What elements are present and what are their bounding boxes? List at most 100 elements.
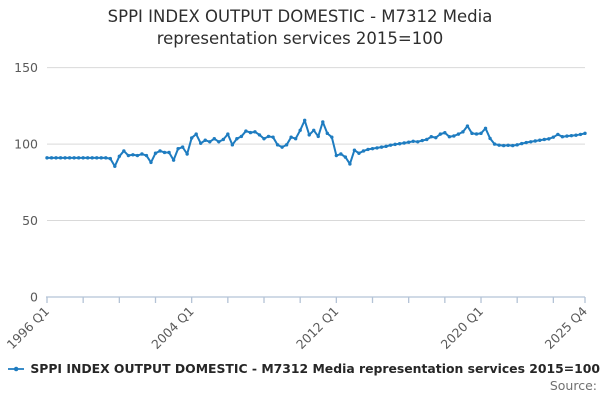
x-tick-label: 2004 Q1 [148, 304, 196, 352]
source-label: Source: [549, 378, 597, 393]
chart-title: SPPI INDEX OUTPUT DOMESTIC - M7312 Media… [0, 6, 600, 50]
data-point-marker [131, 153, 135, 157]
data-point-marker [375, 146, 379, 150]
data-point-marker [289, 135, 293, 139]
x-tick-label: 1996 Q1 [4, 304, 52, 352]
data-point-marker [488, 136, 492, 141]
data-point-marker [474, 132, 479, 136]
x-tick-label: 2020 Q1 [438, 304, 486, 352]
data-point-marker [370, 146, 375, 151]
chart-canvas: 0 50 100 150 1996 Q1 2004 Q1 2012 Q1 2020 Q1 202… [4, 60, 591, 352]
data-point-marker [384, 144, 388, 149]
data-point-marker [171, 158, 176, 162]
data-point-marker [122, 149, 126, 153]
data-point-marker [153, 151, 158, 155]
data-point-marker [212, 137, 216, 141]
data-point-marker [510, 143, 515, 148]
x-tick-label: 2012 Q1 [293, 304, 341, 352]
data-point-marker [280, 145, 284, 149]
data-point-marker [253, 130, 257, 134]
data-point-marker [388, 143, 393, 147]
data-point-marker [565, 134, 569, 138]
data-point-marker [45, 156, 49, 160]
data-point-marker [483, 126, 488, 131]
data-point-marker [569, 133, 574, 138]
x-tick-label: 2025 Q4 [542, 303, 591, 352]
chart-title-line2: representation services 2015=100 [156, 29, 444, 48]
data-point-marker [542, 137, 547, 142]
data-point-marker [343, 155, 348, 159]
data-point-marker [67, 156, 72, 160]
data-point-marker [162, 150, 167, 155]
data-point-marker [470, 131, 474, 136]
data-point-marker [95, 156, 99, 160]
data-point-marker [235, 137, 239, 141]
data-point-marker [226, 132, 230, 136]
data-point-marker [339, 152, 343, 156]
data-point-marker [248, 130, 253, 135]
data-point-marker [244, 129, 248, 133]
data-point-marker [257, 133, 262, 137]
data-point-marker [180, 145, 185, 149]
chart-title-line1: SPPI INDEX OUTPUT DOMESTIC - M7312 Media [107, 7, 493, 26]
data-point-marker [117, 154, 122, 158]
data-point-marker [547, 137, 551, 141]
data-point-marker [366, 147, 370, 152]
data-series-line [46, 119, 586, 168]
data-point-marker [104, 156, 108, 160]
data-point-marker [108, 156, 112, 161]
data-point-marker [533, 139, 537, 143]
data-point-marker [140, 152, 144, 156]
data-point-marker [379, 145, 384, 149]
data-point-marker [560, 135, 565, 139]
data-point-marker [149, 160, 153, 165]
y-tick-label: 0 [30, 290, 38, 305]
data-point-marker [199, 141, 203, 145]
data-point-marker [271, 135, 275, 139]
data-point-marker [303, 118, 307, 123]
data-point-marker [538, 138, 542, 142]
data-point-marker [99, 156, 103, 160]
data-point-marker [393, 142, 397, 147]
data-point-marker [357, 151, 361, 155]
data-point-marker [348, 162, 352, 166]
data-point-marker [352, 148, 357, 152]
data-point-marker [85, 156, 90, 160]
data-point-marker [429, 135, 433, 139]
data-point-marker [465, 124, 470, 128]
legend: SPPI INDEX OUTPUT DOMESTIC - M7312 Media… [8, 361, 600, 376]
data-point-marker [312, 128, 316, 132]
data-point-marker [492, 142, 497, 146]
data-point-marker [58, 156, 63, 160]
data-point-marker [230, 143, 235, 147]
data-point-marker [217, 140, 221, 144]
data-point-marker [176, 146, 180, 151]
data-point-marker [452, 134, 456, 138]
data-point-marker [185, 152, 189, 156]
data-point-marker [456, 132, 461, 136]
data-point-marker [578, 132, 583, 137]
data-point-marker [76, 156, 81, 160]
data-point-marker [126, 153, 131, 158]
data-point-marker [221, 137, 226, 142]
data-point-marker [49, 156, 54, 160]
data-point-marker [497, 143, 501, 147]
data-point-marker [506, 143, 510, 147]
data-point-marker [262, 137, 266, 141]
data-point-marker [72, 156, 76, 160]
data-point-marker [307, 133, 311, 137]
data-point-marker [416, 140, 420, 144]
data-point-marker [293, 137, 298, 141]
data-point-marker [402, 141, 406, 145]
data-point-marker [298, 128, 302, 132]
data-point-marker [158, 149, 162, 153]
data-point-marker [144, 153, 149, 158]
data-point-marker [239, 134, 244, 139]
y-tick-label: 50 [22, 213, 38, 228]
data-point-marker [556, 132, 560, 137]
data-point-marker [551, 135, 556, 139]
data-point-marker [447, 135, 452, 139]
data-point-marker [330, 135, 334, 139]
data-point-marker [434, 135, 438, 140]
data-point-marker [443, 131, 447, 135]
